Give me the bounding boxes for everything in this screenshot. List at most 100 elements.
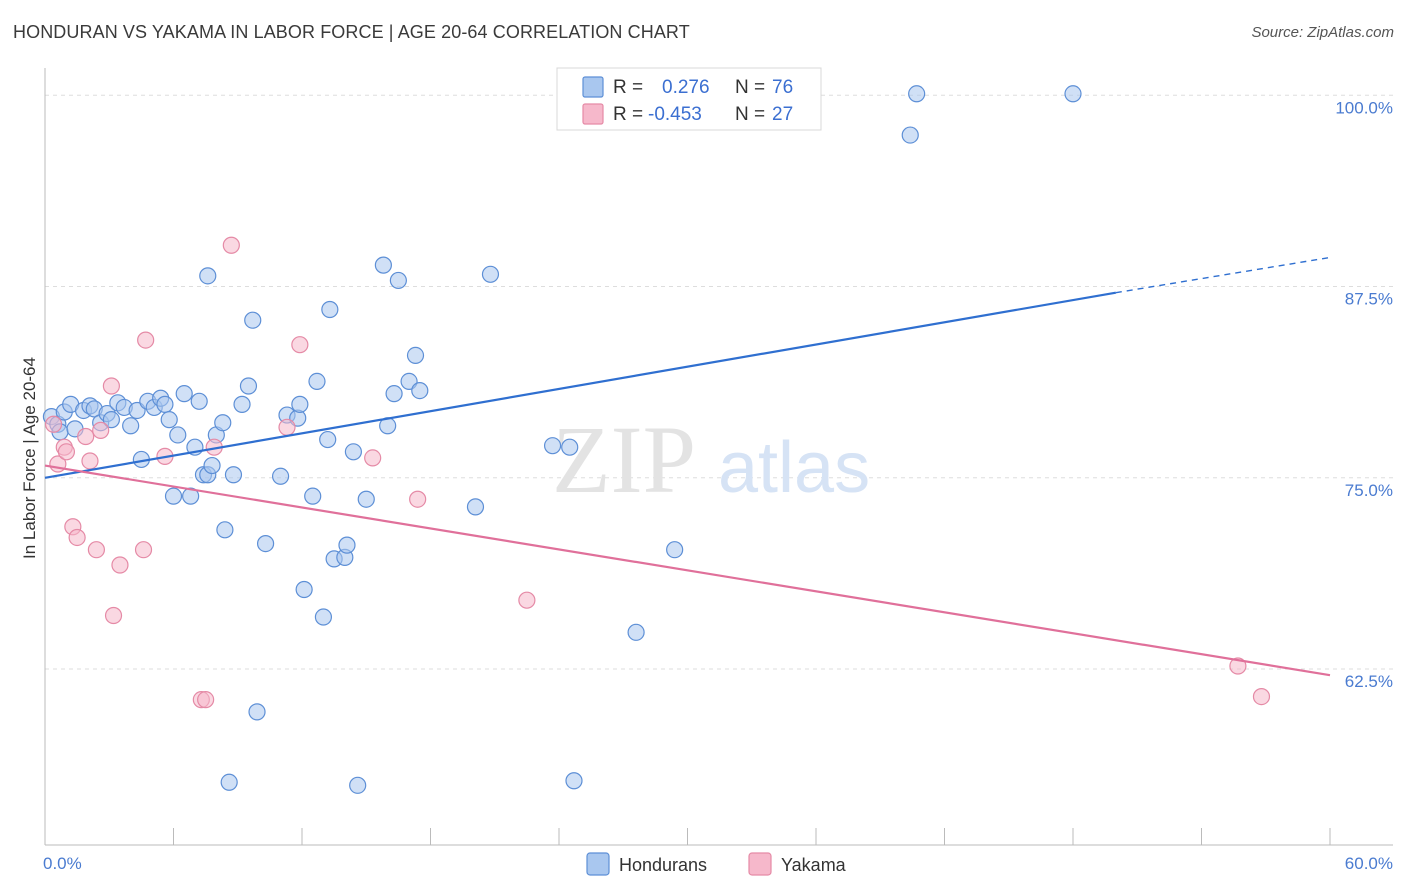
- data-points: [42, 85, 1271, 794]
- honduran-point: [385, 385, 403, 403]
- honduran-point: [561, 438, 579, 456]
- legend-r-label-hondurans: R =: [613, 77, 643, 98]
- bottom-legend-swatch-hondurans: [586, 852, 610, 876]
- honduran-point: [295, 580, 313, 599]
- legend-r-yakama: -0.453: [648, 104, 702, 125]
- honduran-point: [182, 487, 200, 505]
- honduran-point: [314, 608, 333, 626]
- axes: [44, 68, 1393, 846]
- legend-swatch-hondurans: [582, 76, 604, 98]
- honduran-point: [406, 346, 425, 364]
- watermark: ZIP atlas: [552, 406, 870, 513]
- yakama-point: [104, 606, 123, 625]
- honduran-point: [627, 623, 645, 641]
- honduran-point: [102, 411, 120, 429]
- honduran-point: [190, 392, 208, 410]
- source-label: Source: ZipAtlas.com: [1251, 24, 1394, 41]
- honduran-point: [357, 490, 375, 508]
- honduran-point: [338, 536, 356, 554]
- honduran-point: [169, 426, 187, 444]
- honduran-point: [565, 772, 583, 790]
- yakama-point: [81, 452, 99, 470]
- honduran-point: [666, 541, 684, 559]
- yakama-point: [197, 691, 215, 709]
- honduran-trend-extension: [1115, 256, 1331, 294]
- honduran-point: [466, 498, 485, 516]
- yakama-point: [134, 541, 153, 559]
- series-legend: Hondurans Yakama: [586, 852, 847, 876]
- honduran-trend-line: [44, 291, 1117, 479]
- bottom-legend-swatch-yakama: [748, 852, 772, 876]
- yakama-point: [1252, 687, 1271, 706]
- honduran-point: [216, 521, 234, 539]
- trend-lines: [44, 256, 1331, 677]
- bottom-legend-hondurans: Hondurans: [619, 855, 707, 875]
- honduran-point: [481, 265, 500, 283]
- honduran-point: [203, 456, 221, 475]
- y-axis-label: In Labor Force | Age 20-64: [20, 357, 39, 559]
- yakama-trend-line: [44, 464, 1331, 677]
- bottom-legend-yakama: Yakama: [781, 855, 847, 875]
- y-tick-label: 62.5%: [1345, 672, 1393, 691]
- legend-n-label-hondurans: N =: [735, 77, 765, 98]
- yakama-point: [291, 336, 309, 354]
- yakama-point: [92, 421, 110, 439]
- yakama-point: [68, 528, 86, 547]
- y-tick-label: 75.0%: [1345, 481, 1393, 500]
- watermark-atlas: atlas: [718, 428, 870, 508]
- honduran-point: [175, 385, 193, 403]
- yakama-point: [111, 556, 129, 574]
- honduran-point: [220, 773, 238, 791]
- honduran-point: [214, 414, 232, 432]
- legend-n-yakama: 27: [772, 104, 793, 125]
- yakama-point: [278, 418, 296, 436]
- honduran-point: [244, 311, 262, 329]
- honduran-point: [291, 395, 309, 413]
- y-tick-labels: 62.5% 75.0% 87.5% 100.0%: [1335, 98, 1393, 691]
- honduran-point: [248, 703, 266, 721]
- yakama-point: [77, 427, 95, 446]
- watermark-zip: ZIP: [552, 406, 696, 513]
- legend-r-label-yakama: R =: [613, 104, 643, 125]
- y-tick-label: 100.0%: [1335, 98, 1393, 117]
- legend-n-label-yakama: N =: [735, 104, 765, 125]
- yakama-point: [87, 541, 106, 559]
- honduran-point: [239, 377, 258, 395]
- honduran-point: [160, 411, 178, 429]
- honduran-point: [164, 487, 183, 505]
- yakama-point: [518, 591, 536, 609]
- honduran-point: [543, 437, 562, 455]
- honduran-point: [156, 395, 174, 413]
- honduran-point: [349, 776, 367, 794]
- honduran-point: [908, 85, 926, 103]
- honduran-point: [308, 372, 326, 391]
- honduran-point: [321, 300, 339, 319]
- legend-n-hondurans: 76: [772, 77, 793, 98]
- honduran-point: [122, 417, 140, 435]
- chart-title: HONDURAN VS YAKAMA IN LABOR FORCE | AGE …: [13, 22, 690, 42]
- honduran-point: [344, 443, 362, 461]
- stats-legend: R = 0.276 N = 76 R = -0.453 N = 27: [556, 67, 822, 131]
- yakama-point: [1229, 657, 1247, 675]
- x-tick-max: 60.0%: [1345, 854, 1393, 873]
- legend-swatch-yakama: [582, 103, 604, 125]
- yakama-point: [137, 331, 155, 349]
- x-tick-min: 0.0%: [43, 854, 82, 873]
- honduran-point: [389, 271, 407, 290]
- honduran-point: [901, 126, 919, 144]
- yakama-point: [222, 236, 240, 254]
- honduran-point: [233, 395, 251, 413]
- honduran-point: [319, 430, 337, 449]
- yakama-point: [409, 490, 427, 508]
- legend-r-hondurans: 0.276: [662, 77, 710, 98]
- honduran-point: [374, 256, 392, 274]
- honduran-point: [256, 534, 275, 553]
- y-tick-label: 87.5%: [1345, 290, 1393, 309]
- gridlines: [45, 94, 1393, 670]
- honduran-point: [199, 267, 217, 285]
- honduran-point: [304, 487, 322, 505]
- honduran-point: [224, 466, 243, 484]
- honduran-point: [411, 381, 429, 400]
- yakama-point: [102, 377, 120, 395]
